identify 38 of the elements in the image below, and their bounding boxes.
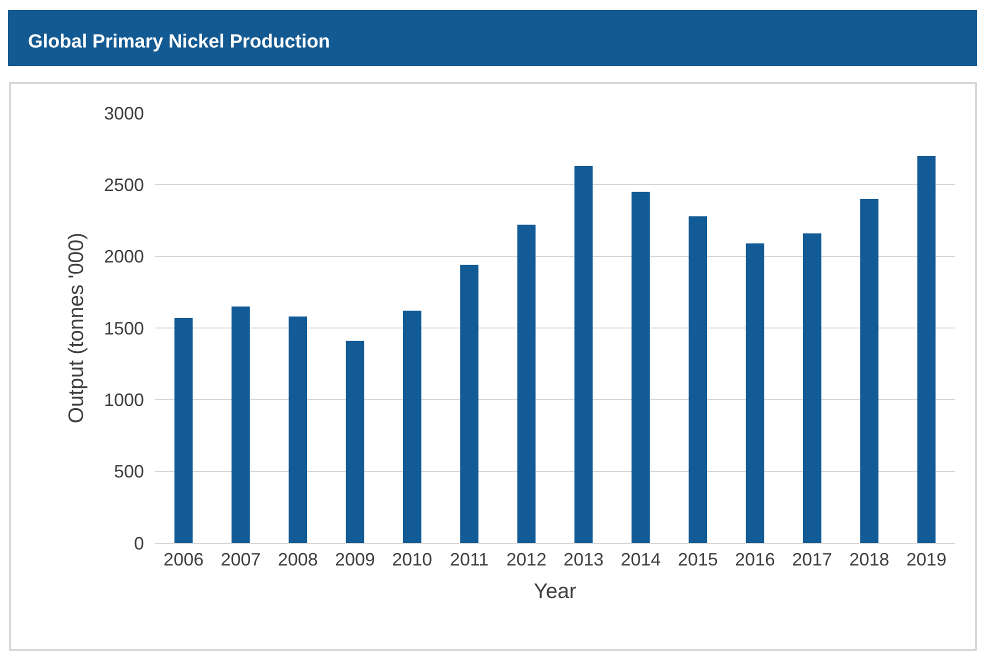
bar	[232, 306, 250, 543]
y-tick-label: 2000	[104, 246, 144, 267]
y-axis-title: Output (tonnes '000)	[65, 232, 88, 424]
x-tick-label: 2017	[792, 550, 832, 570]
x-tick-label: 2016	[734, 550, 776, 570]
bar	[346, 340, 364, 543]
x-tick-label: 2008	[278, 550, 318, 570]
x-tick-label: 2015	[678, 550, 718, 570]
x-tick-label: 2010	[392, 550, 432, 570]
x-axis-title: Year	[534, 580, 576, 603]
y-tick-label: 500	[114, 462, 144, 482]
bar	[288, 316, 307, 543]
x-tick-label: 2019	[906, 550, 946, 570]
x-tick-label: 2006	[164, 550, 204, 570]
x-tick-label: 2012	[506, 550, 546, 570]
x-tick-label: 2011	[450, 550, 489, 570]
x-tick-label: 2014	[620, 550, 661, 570]
bar	[632, 192, 650, 543]
y-tick-label: 1000	[104, 390, 144, 410]
y-tick-label: 1500	[104, 318, 144, 338]
bar	[460, 264, 478, 543]
bar	[746, 243, 764, 543]
y-tick-label: 2500	[104, 174, 144, 195]
x-tick-label: 2009	[334, 550, 376, 570]
x-tick-label: 2013	[564, 550, 604, 570]
x-tick-label: 2007	[220, 550, 261, 570]
bar	[574, 166, 593, 543]
bar	[517, 224, 536, 543]
bar	[803, 233, 822, 543]
y-tick-label: 0	[134, 533, 144, 554]
x-tick-label: 2018	[849, 550, 890, 570]
bar	[917, 156, 936, 543]
bar	[174, 318, 193, 543]
bar	[403, 310, 422, 543]
y-tick-label: 3000	[104, 103, 144, 124]
chart-title: Global Primary Nickel Production	[28, 32, 330, 53]
bar	[688, 216, 707, 543]
bar	[860, 199, 878, 543]
